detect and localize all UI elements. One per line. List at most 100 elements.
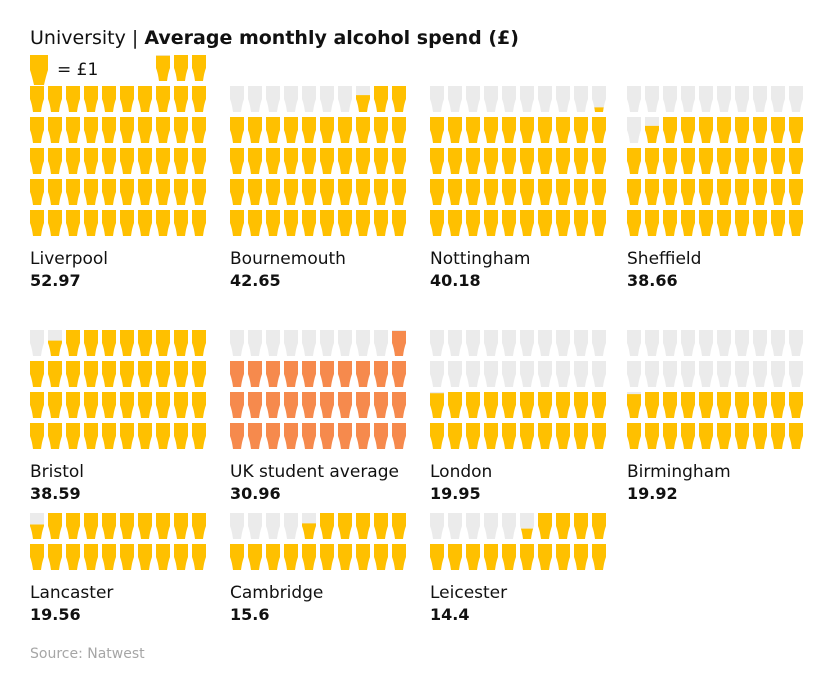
glass-birmingham bbox=[663, 361, 677, 387]
glass-nottingham bbox=[520, 179, 534, 205]
glass-birmingham bbox=[753, 330, 767, 356]
glass-bournemouth bbox=[392, 179, 406, 205]
glass-nottingham bbox=[466, 148, 480, 174]
glass-uk-student-average bbox=[374, 392, 388, 418]
glass-bristol bbox=[30, 361, 44, 387]
glass-sheffield bbox=[771, 86, 785, 112]
glass-birmingham bbox=[717, 423, 731, 449]
glass-uk-student-average bbox=[302, 361, 316, 387]
glass-liverpool bbox=[48, 210, 62, 236]
glass-liverpool bbox=[84, 148, 98, 174]
glass-london bbox=[574, 392, 588, 418]
glass-bournemouth bbox=[374, 148, 388, 174]
glass-liverpool bbox=[138, 210, 152, 236]
glass-lancaster bbox=[192, 544, 206, 570]
glass-london bbox=[484, 330, 498, 356]
panel-uk-student-average bbox=[230, 330, 406, 449]
glass-bristol bbox=[120, 361, 134, 387]
glass-nottingham bbox=[502, 117, 516, 143]
glass-bournemouth bbox=[266, 117, 280, 143]
panel-name-lancaster: Lancaster bbox=[30, 583, 114, 603]
glass-birmingham bbox=[627, 423, 641, 449]
glass-uk-student-average bbox=[320, 361, 334, 387]
glass-birmingham bbox=[771, 330, 785, 356]
glass-birmingham bbox=[717, 330, 731, 356]
glass-nottingham bbox=[430, 179, 444, 205]
glass-leicester bbox=[556, 544, 570, 570]
glass-lancaster bbox=[66, 513, 80, 539]
glass-bristol bbox=[84, 423, 98, 449]
glass-birmingham bbox=[789, 361, 803, 387]
glass-birmingham bbox=[627, 392, 641, 418]
glass-sheffield bbox=[789, 179, 803, 205]
glass-liverpool bbox=[192, 210, 206, 236]
glass-cambridge bbox=[392, 513, 406, 539]
glass-cambridge bbox=[392, 544, 406, 570]
glass-nottingham bbox=[574, 117, 588, 143]
glass-bournemouth bbox=[338, 210, 352, 236]
glass-uk-student-average bbox=[266, 361, 280, 387]
glass-nottingham bbox=[466, 117, 480, 143]
panel-lancaster bbox=[30, 513, 206, 570]
glass-london bbox=[466, 392, 480, 418]
glass-nottingham bbox=[592, 210, 606, 236]
glass-bristol bbox=[102, 392, 116, 418]
glass-sheffield bbox=[717, 148, 731, 174]
glass-uk-student-average bbox=[230, 330, 244, 356]
panel-name-liverpool: Liverpool bbox=[30, 249, 109, 269]
glass-uk-student-average bbox=[356, 330, 370, 356]
glass-leicester bbox=[574, 513, 588, 539]
glass-nottingham bbox=[466, 86, 480, 112]
glass-london bbox=[574, 423, 588, 449]
glass-bristol bbox=[156, 423, 170, 449]
glass-liverpool bbox=[192, 148, 206, 174]
glass-birmingham bbox=[663, 330, 677, 356]
glass-cambridge bbox=[320, 544, 334, 570]
glass-london bbox=[466, 330, 480, 356]
glass-bristol bbox=[84, 330, 98, 356]
glass-bournemouth bbox=[302, 179, 316, 205]
glass-liverpool bbox=[102, 117, 116, 143]
glass-sheffield bbox=[753, 117, 767, 143]
glass-london bbox=[520, 392, 534, 418]
panel-cambridge bbox=[230, 513, 406, 570]
glass-birmingham bbox=[789, 392, 803, 418]
glass-nottingham bbox=[430, 86, 444, 112]
glass-bournemouth bbox=[266, 210, 280, 236]
glass-nottingham bbox=[520, 148, 534, 174]
glass-sheffield bbox=[771, 210, 785, 236]
glass-birmingham bbox=[771, 392, 785, 418]
glass-bristol bbox=[30, 392, 44, 418]
glass-bristol bbox=[102, 423, 116, 449]
glass-uk-student-average bbox=[266, 423, 280, 449]
glass-bristol bbox=[120, 392, 134, 418]
panel-name-cambridge: Cambridge bbox=[230, 583, 324, 603]
glass-bournemouth bbox=[248, 117, 262, 143]
glass-bournemouth bbox=[356, 210, 370, 236]
glass-london bbox=[502, 330, 516, 356]
glass-bristol bbox=[192, 330, 206, 356]
glass-leicester bbox=[556, 513, 570, 539]
glass-uk-student-average bbox=[338, 330, 352, 356]
glass-bournemouth bbox=[248, 86, 262, 112]
glass-nottingham bbox=[538, 179, 552, 205]
glass-leicester bbox=[538, 544, 552, 570]
glass-cambridge bbox=[302, 513, 316, 539]
glass-sheffield bbox=[717, 179, 731, 205]
glass-cambridge bbox=[230, 513, 244, 539]
glass-uk-student-average bbox=[284, 361, 298, 387]
glass-birmingham bbox=[699, 392, 713, 418]
glass-lancaster bbox=[138, 544, 152, 570]
glass-bristol bbox=[192, 361, 206, 387]
glass-liverpool bbox=[156, 55, 170, 81]
glass-nottingham bbox=[574, 179, 588, 205]
glass-london bbox=[502, 392, 516, 418]
glass-birmingham bbox=[717, 361, 731, 387]
glass-london bbox=[484, 423, 498, 449]
glass-bournemouth bbox=[266, 179, 280, 205]
glass-bristol bbox=[30, 330, 44, 356]
glass-uk-student-average bbox=[284, 392, 298, 418]
title-separator: | bbox=[131, 27, 139, 49]
glass-nottingham bbox=[484, 210, 498, 236]
glass-london bbox=[448, 361, 462, 387]
